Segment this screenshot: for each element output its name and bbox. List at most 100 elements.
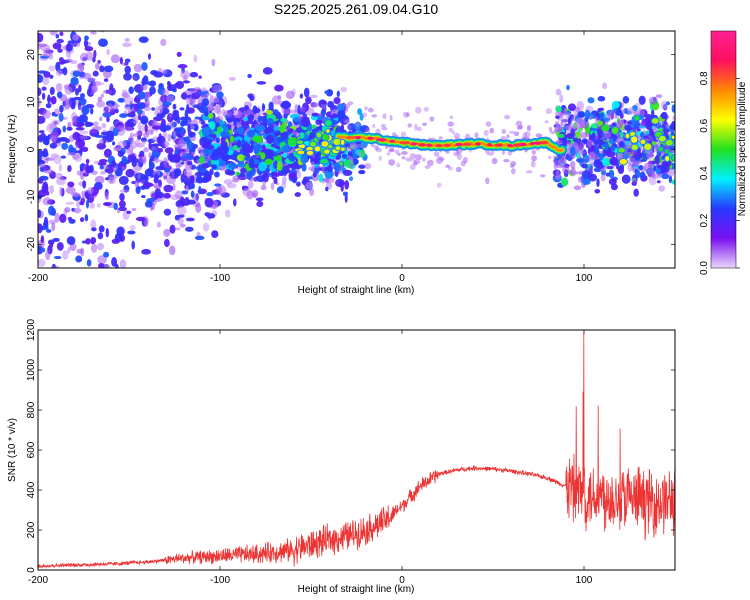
heatmap-point bbox=[79, 130, 89, 135]
heatmap-point bbox=[42, 197, 52, 206]
heatmap-point bbox=[396, 162, 401, 168]
heatmap-point bbox=[318, 173, 324, 182]
heatmap-point bbox=[358, 169, 366, 175]
heatmap-point bbox=[588, 151, 593, 160]
heatmap-point bbox=[77, 84, 82, 93]
heatmap-point bbox=[38, 87, 42, 96]
heatmap-point bbox=[157, 113, 162, 118]
snr-plot-area bbox=[38, 330, 675, 570]
heatmap-point bbox=[75, 126, 85, 131]
heatmap-point bbox=[79, 167, 84, 172]
heatmap-point bbox=[53, 288, 58, 292]
heatmap-point bbox=[615, 109, 623, 116]
heatmap-point bbox=[55, 61, 61, 72]
heatmap-point bbox=[65, 201, 75, 205]
heatmap-point bbox=[71, 118, 76, 125]
heatmap-point bbox=[79, 217, 85, 223]
heatmap-peak bbox=[410, 142, 418, 146]
heatmap-point bbox=[55, 33, 60, 39]
heatmap-point bbox=[618, 157, 629, 166]
heatmap-point bbox=[133, 63, 143, 73]
heatmap-point bbox=[129, 132, 134, 138]
heatmap-point bbox=[193, 54, 198, 63]
heatmap-point bbox=[153, 156, 159, 164]
heatmap-point bbox=[54, 108, 61, 114]
heatmap-point bbox=[196, 174, 203, 184]
heatmap-point bbox=[664, 148, 670, 155]
heatmap-point bbox=[89, 128, 98, 134]
colorbar-tick-label: 0.8 bbox=[699, 71, 710, 85]
heatmap-point bbox=[164, 147, 174, 154]
heatmap-point bbox=[42, 148, 48, 156]
heatmap-point bbox=[338, 160, 344, 167]
heatmap-point bbox=[89, 107, 94, 115]
heatmap-point bbox=[357, 108, 363, 116]
heatmap-point bbox=[567, 156, 573, 162]
heatmap-point bbox=[634, 160, 639, 168]
heatmap-point bbox=[38, 258, 46, 267]
heatmap-point bbox=[76, 248, 84, 254]
heatmap-point bbox=[49, 131, 59, 141]
heatmap-peak bbox=[367, 136, 374, 140]
heatmap-point bbox=[401, 156, 406, 160]
heatmap-point bbox=[60, 155, 67, 159]
heatmap-point bbox=[364, 106, 368, 111]
heatmap-point bbox=[324, 90, 329, 95]
heatmap-point bbox=[501, 151, 506, 155]
heatmap-point bbox=[268, 123, 274, 128]
heatmap-point bbox=[100, 93, 104, 98]
heatmap-point bbox=[256, 200, 264, 208]
heatmap-point bbox=[666, 101, 670, 106]
heatmap-point bbox=[49, 18, 52, 24]
heatmap-point bbox=[66, 58, 73, 63]
heatmap-point bbox=[576, 157, 585, 163]
heatmap-point bbox=[163, 164, 172, 169]
x-tick-label: 100 bbox=[576, 273, 593, 284]
heatmap-point bbox=[56, 242, 64, 251]
heatmap-point bbox=[89, 202, 95, 209]
heatmap-point bbox=[522, 132, 527, 139]
heatmap-point bbox=[56, 38, 64, 44]
heatmap-point bbox=[140, 185, 146, 190]
heatmap-point bbox=[617, 119, 623, 129]
heatmap-point bbox=[662, 128, 670, 133]
heatmap-point bbox=[555, 105, 562, 113]
heatmap-point bbox=[299, 93, 304, 99]
heatmap-point bbox=[339, 138, 346, 146]
heatmap-point bbox=[437, 155, 443, 161]
heatmap-point bbox=[460, 160, 466, 167]
heatmap-point bbox=[207, 159, 212, 166]
heatmap-point bbox=[483, 129, 489, 136]
heatmap-point bbox=[193, 144, 198, 149]
heatmap-point bbox=[313, 145, 322, 153]
heatmap-point bbox=[91, 84, 99, 93]
heatmap-y-ticks: -20 -10 0 10 20 bbox=[26, 49, 675, 252]
heatmap-point bbox=[55, 69, 63, 77]
y-tick-label: 400 bbox=[26, 481, 37, 498]
heatmap-point bbox=[668, 175, 673, 184]
heatmap-point bbox=[105, 133, 114, 143]
heatmap-point bbox=[58, 60, 66, 65]
y-tick-label: 0 bbox=[26, 146, 37, 152]
heatmap-point bbox=[136, 102, 146, 110]
heatmap-point bbox=[199, 156, 205, 164]
heatmap-point bbox=[300, 153, 308, 164]
heatmap-point bbox=[184, 147, 190, 153]
colorbar-tick-label: 0.4 bbox=[699, 166, 710, 180]
heatmap-point bbox=[317, 115, 323, 121]
heatmap-point bbox=[553, 162, 558, 170]
heatmap-point bbox=[325, 128, 331, 134]
heatmap-point bbox=[247, 93, 254, 99]
heatmap-point bbox=[116, 229, 121, 235]
heatmap-point bbox=[271, 169, 275, 180]
heatmap-point bbox=[559, 94, 564, 103]
heatmap-peak bbox=[455, 143, 463, 147]
heatmap-point bbox=[122, 42, 132, 48]
heatmap-point bbox=[170, 121, 175, 129]
heatmap-point bbox=[281, 131, 289, 140]
heatmap-point bbox=[233, 118, 238, 126]
x-tick-label: -200 bbox=[28, 273, 48, 284]
colorbar-gradient bbox=[710, 30, 737, 269]
heatmap-point bbox=[246, 129, 255, 138]
